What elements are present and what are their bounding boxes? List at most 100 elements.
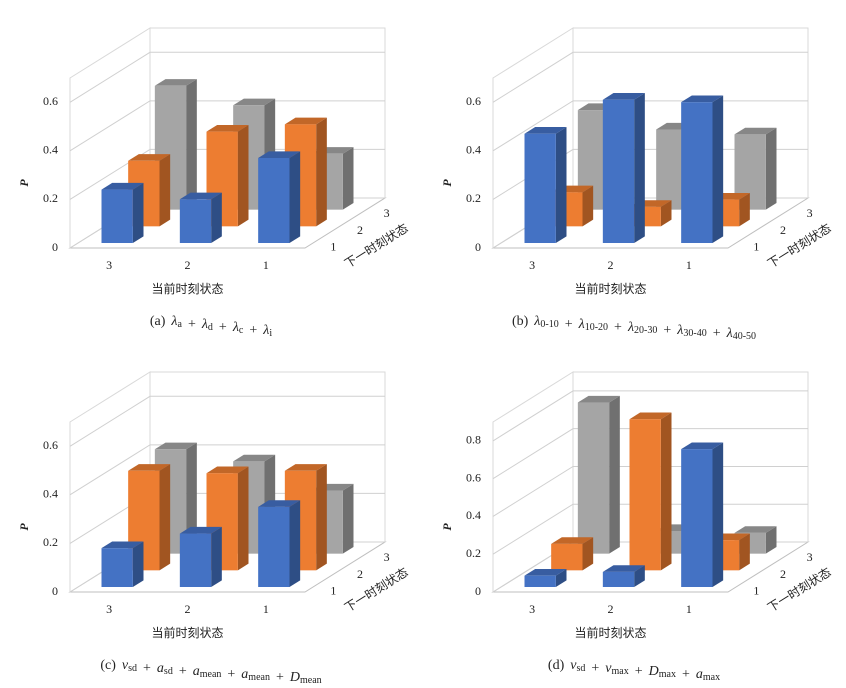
bar-side (634, 565, 645, 587)
bar (258, 500, 301, 587)
caption-symbol: v (570, 658, 577, 673)
bar-top (602, 565, 645, 572)
bar-top (206, 466, 249, 474)
caption-text: (d) (548, 658, 565, 673)
caption-text: + (227, 667, 235, 682)
caption-text: + (614, 320, 622, 335)
y-tick-label: 0 (475, 584, 481, 598)
x-tick-label: 3 (529, 602, 535, 616)
y-axis-title: P (17, 523, 31, 531)
bar-front (551, 543, 583, 571)
grid-line (492, 148, 808, 200)
caption-symbol: λ (627, 320, 634, 335)
caption-subscript: c (239, 325, 244, 336)
bar-top (258, 500, 301, 507)
bar-front (524, 575, 556, 587)
caption-subscript: max (659, 669, 676, 680)
grid-line (492, 100, 808, 152)
bar (681, 442, 724, 587)
caption-text: + (682, 667, 690, 682)
bar-front (101, 548, 133, 587)
bar (524, 569, 567, 587)
y-tick-label: 0.6 (43, 94, 58, 108)
caption-subscript: 40-50 (733, 331, 756, 342)
bar-side (582, 537, 594, 571)
bar-side (739, 192, 750, 227)
caption-symbol: v (122, 658, 129, 673)
bar-front (179, 533, 212, 587)
bar-side (712, 95, 724, 243)
bar-top (128, 154, 171, 161)
depth-axis-title: 下一时刻状态 (342, 221, 410, 271)
caption-subscript: 30-40 (683, 328, 706, 339)
grid-line (492, 465, 808, 517)
bar-top (551, 537, 594, 544)
depth-axis-title: 下一时刻状态 (765, 565, 833, 615)
depth-tick-label: 2 (357, 223, 363, 237)
bar-side (342, 147, 354, 210)
bar-side (660, 412, 672, 571)
bar-side (634, 93, 645, 243)
bar-side (342, 483, 354, 554)
caption-text: + (143, 661, 151, 676)
caption: (b) λ0-10 + λ10-20 + λ20-30 + λ30-40 + λ40-50 (512, 314, 756, 342)
bar-top (101, 541, 144, 549)
y-tick-label: 0 (475, 240, 481, 254)
bar-side (582, 185, 594, 227)
x-tick-label: 1 (263, 258, 269, 272)
caption-subscript: max (703, 672, 720, 683)
x-tick-label: 2 (185, 602, 191, 616)
caption-subscript: mean (248, 672, 270, 683)
bar (602, 93, 645, 243)
bar-side (237, 124, 249, 227)
bar-front (577, 402, 610, 554)
bar-side (712, 442, 724, 587)
bar (602, 565, 645, 587)
bar-top (734, 127, 777, 135)
y-tick-label: 0.4 (466, 508, 481, 522)
caption-symbol: λ (232, 320, 239, 335)
bar-side (555, 127, 567, 243)
bar-top (681, 95, 724, 103)
bar (101, 541, 144, 587)
bar-side (289, 151, 301, 243)
bar-side (765, 127, 777, 210)
bar (629, 412, 672, 571)
grid-line (492, 51, 808, 103)
bar-side (132, 182, 144, 243)
bar-side (159, 464, 171, 571)
depth-tick-label: 2 (780, 223, 786, 237)
y-tick-label: 0.2 (43, 535, 58, 549)
caption-subscript: i (269, 328, 272, 339)
bar-front (258, 158, 290, 243)
depth-tick-label: 3 (807, 550, 813, 564)
caption-text: + (179, 664, 187, 679)
depth-tick-label: 3 (807, 206, 813, 220)
y-tick-label: 0 (52, 240, 58, 254)
y-tick-label: 0.6 (466, 94, 481, 108)
caption: (d) vsd + vmax + Dmax + amax (548, 658, 720, 683)
bar-side (316, 464, 327, 571)
y-axis-title: P (440, 179, 454, 187)
x-axis-title: 当前时刻状态 (574, 281, 646, 296)
grid-line (492, 503, 808, 555)
bar (258, 151, 301, 243)
caption-subscript: 0-10 (540, 319, 558, 330)
caption-text: + (565, 317, 573, 332)
bar-side (186, 79, 197, 210)
depth-tick-label: 2 (780, 567, 786, 581)
y-tick-label: 0.4 (466, 143, 481, 157)
caption-text: + (635, 664, 643, 679)
bar-side (609, 395, 620, 554)
bar-side (289, 500, 301, 587)
bar-top (258, 151, 301, 158)
x-tick-label: 3 (106, 258, 112, 272)
caption-text: + (663, 323, 671, 338)
x-tick-label: 3 (106, 602, 112, 616)
caption-symbol: D (648, 664, 659, 679)
caption-text: + (591, 661, 599, 676)
caption-text: + (713, 326, 721, 341)
bar-top (179, 526, 222, 534)
caption-text: (c) (100, 658, 116, 673)
caption-subscript: 10-20 (585, 322, 608, 333)
